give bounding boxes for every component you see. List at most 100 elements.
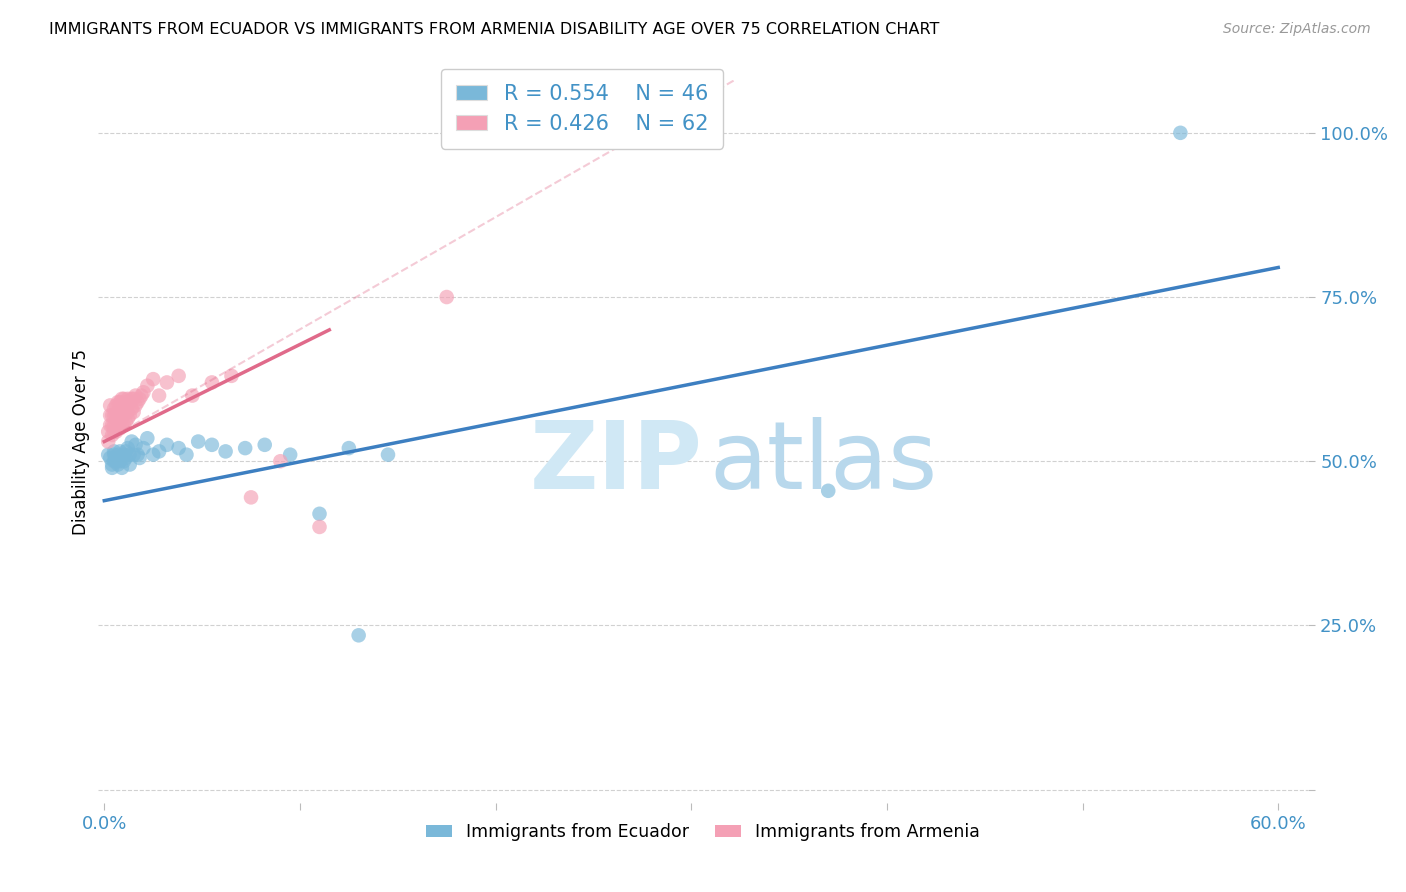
- Point: [101, 409, 124, 423]
- Point: [240, 491, 263, 505]
- Point: [111, 450, 134, 465]
- Point: [98, 398, 121, 412]
- Point: [112, 401, 135, 416]
- Point: [142, 372, 165, 386]
- Point: [111, 392, 134, 406]
- Point: [103, 401, 125, 416]
- Point: [167, 368, 190, 383]
- Point: [122, 405, 145, 419]
- Point: [107, 421, 129, 435]
- Point: [107, 395, 129, 409]
- Text: atlas: atlas: [709, 417, 938, 509]
- Point: [103, 409, 125, 423]
- Point: [118, 448, 141, 462]
- Point: [105, 415, 128, 429]
- Point: [108, 395, 131, 409]
- Point: [121, 434, 143, 449]
- Point: [98, 409, 121, 423]
- Point: [107, 448, 129, 462]
- Point: [124, 388, 146, 402]
- Point: [1170, 126, 1192, 140]
- Point: [308, 520, 330, 534]
- Point: [114, 415, 136, 429]
- Point: [148, 444, 170, 458]
- Point: [121, 401, 143, 416]
- Point: [817, 483, 839, 498]
- Point: [97, 434, 120, 449]
- Point: [101, 460, 124, 475]
- Point: [114, 444, 136, 458]
- Point: [128, 450, 150, 465]
- Point: [121, 392, 143, 406]
- Point: [253, 438, 276, 452]
- Point: [337, 441, 360, 455]
- Point: [136, 431, 159, 445]
- Point: [436, 290, 458, 304]
- Point: [105, 409, 128, 423]
- Point: [131, 388, 153, 402]
- Point: [103, 454, 125, 468]
- Point: [105, 398, 128, 412]
- Point: [111, 409, 134, 423]
- Point: [112, 418, 135, 433]
- Point: [136, 378, 159, 392]
- Point: [127, 448, 149, 462]
- Text: ZIP: ZIP: [530, 417, 703, 509]
- Point: [214, 444, 236, 458]
- Point: [201, 376, 224, 390]
- Point: [114, 395, 136, 409]
- Point: [308, 507, 330, 521]
- Point: [142, 448, 165, 462]
- Point: [187, 434, 209, 449]
- Point: [233, 441, 256, 455]
- Point: [132, 385, 155, 400]
- Point: [117, 392, 139, 406]
- Point: [269, 454, 291, 468]
- Point: [181, 388, 204, 402]
- Point: [108, 454, 131, 468]
- Point: [105, 425, 128, 439]
- Point: [114, 450, 136, 465]
- Point: [278, 448, 301, 462]
- Point: [101, 418, 124, 433]
- Point: [118, 458, 141, 472]
- Point: [117, 441, 139, 455]
- Point: [108, 405, 131, 419]
- Point: [105, 450, 128, 465]
- Point: [107, 405, 129, 419]
- Point: [118, 395, 141, 409]
- Point: [127, 395, 149, 409]
- Point: [111, 418, 134, 433]
- Point: [124, 398, 146, 412]
- Point: [108, 421, 131, 435]
- Point: [112, 409, 135, 423]
- Point: [108, 444, 131, 458]
- Point: [103, 444, 125, 458]
- Point: [97, 425, 120, 439]
- Point: [148, 388, 170, 402]
- Y-axis label: Disability Age Over 75: Disability Age Over 75: [72, 349, 90, 534]
- Point: [132, 441, 155, 455]
- Point: [111, 460, 134, 475]
- Point: [176, 448, 198, 462]
- Point: [347, 628, 370, 642]
- Point: [107, 415, 129, 429]
- Point: [114, 405, 136, 419]
- Legend: Immigrants from Ecuador, Immigrants from Armenia: Immigrants from Ecuador, Immigrants from…: [419, 816, 987, 848]
- Point: [108, 415, 131, 429]
- Point: [103, 425, 125, 439]
- Point: [167, 441, 190, 455]
- Point: [101, 458, 124, 472]
- Point: [112, 448, 135, 462]
- Point: [97, 448, 120, 462]
- Point: [111, 401, 134, 416]
- Point: [112, 392, 135, 406]
- Point: [98, 418, 121, 433]
- Point: [118, 409, 141, 423]
- Point: [201, 438, 224, 452]
- Point: [128, 392, 150, 406]
- Point: [107, 458, 129, 472]
- Point: [122, 392, 145, 406]
- Point: [103, 418, 125, 433]
- Point: [156, 376, 179, 390]
